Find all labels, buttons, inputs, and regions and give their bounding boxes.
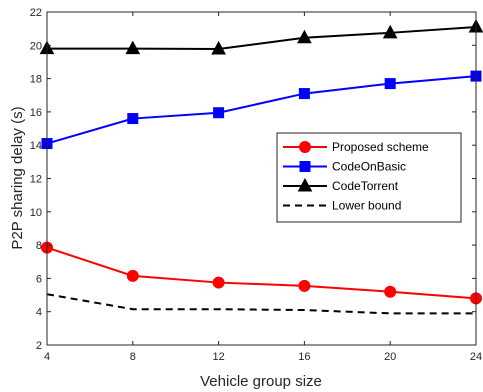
data-point-codetorrent bbox=[211, 40, 226, 55]
series-codetorrent bbox=[39, 18, 483, 55]
y-tick-label: 2 bbox=[36, 340, 42, 352]
legend-label-proposed-scheme: Proposed scheme bbox=[332, 140, 429, 154]
y-tick-label: 22 bbox=[30, 7, 42, 19]
y-tick-label: 14 bbox=[30, 140, 42, 152]
y-tick-label: 12 bbox=[30, 174, 42, 186]
series-line-codetorrent bbox=[47, 25, 477, 50]
data-point-codeonbasic bbox=[127, 113, 139, 125]
data-point-codetorrent bbox=[382, 24, 398, 39]
legend-marker-codetorrent bbox=[297, 177, 313, 192]
data-point-codetorrent bbox=[297, 29, 312, 44]
data-point-codeonbasic bbox=[298, 88, 310, 100]
data-point-codetorrent bbox=[125, 40, 141, 55]
x-tick-label: 24 bbox=[470, 351, 482, 363]
data-point-proposed-scheme bbox=[384, 285, 397, 298]
legend-marker-proposed-scheme bbox=[299, 141, 311, 153]
y-tick-label: 16 bbox=[30, 107, 42, 119]
y-tick-label: 18 bbox=[30, 74, 42, 86]
y-tick-label: 20 bbox=[30, 40, 42, 52]
legend-label-codeonbasic: CodeOnBasic bbox=[332, 160, 406, 174]
y-tick-label: 4 bbox=[36, 307, 42, 319]
x-tick-label: 4 bbox=[44, 351, 50, 363]
data-point-codeonbasic bbox=[213, 107, 225, 119]
x-tick-label: 16 bbox=[298, 351, 310, 363]
legend-label-lower-bound: Lower bound bbox=[332, 199, 401, 213]
series-line-codeonbasic bbox=[46, 75, 477, 145]
data-point-codeonbasic bbox=[384, 78, 396, 90]
y-axis-label: P2P sharing delay (s) bbox=[9, 106, 26, 249]
series-lower-bound bbox=[46, 293, 476, 315]
series-proposed-scheme bbox=[41, 241, 482, 305]
legend-marker-codeonbasic bbox=[299, 161, 311, 172]
series-line-proposed-scheme bbox=[46, 246, 477, 300]
data-point-proposed-scheme bbox=[126, 269, 139, 282]
x-tick-label: 20 bbox=[384, 351, 396, 363]
y-tick-label: 6 bbox=[36, 273, 42, 285]
legend-label-codetorrent: CodeTorrent bbox=[332, 179, 399, 193]
x-tick-label: 8 bbox=[130, 351, 136, 363]
y-tick-label: 8 bbox=[36, 240, 42, 252]
x-tick-label: 12 bbox=[212, 351, 224, 363]
data-point-proposed-scheme bbox=[298, 279, 311, 292]
x-axis-label: Vehicle group size bbox=[200, 373, 322, 390]
y-tick-label: 10 bbox=[30, 207, 42, 219]
series-line-lower-bound bbox=[46, 293, 476, 315]
data-point-proposed-scheme bbox=[212, 276, 225, 289]
legend: Proposed scheme CodeOnBasic CodeTorrent Low… bbox=[276, 132, 462, 223]
